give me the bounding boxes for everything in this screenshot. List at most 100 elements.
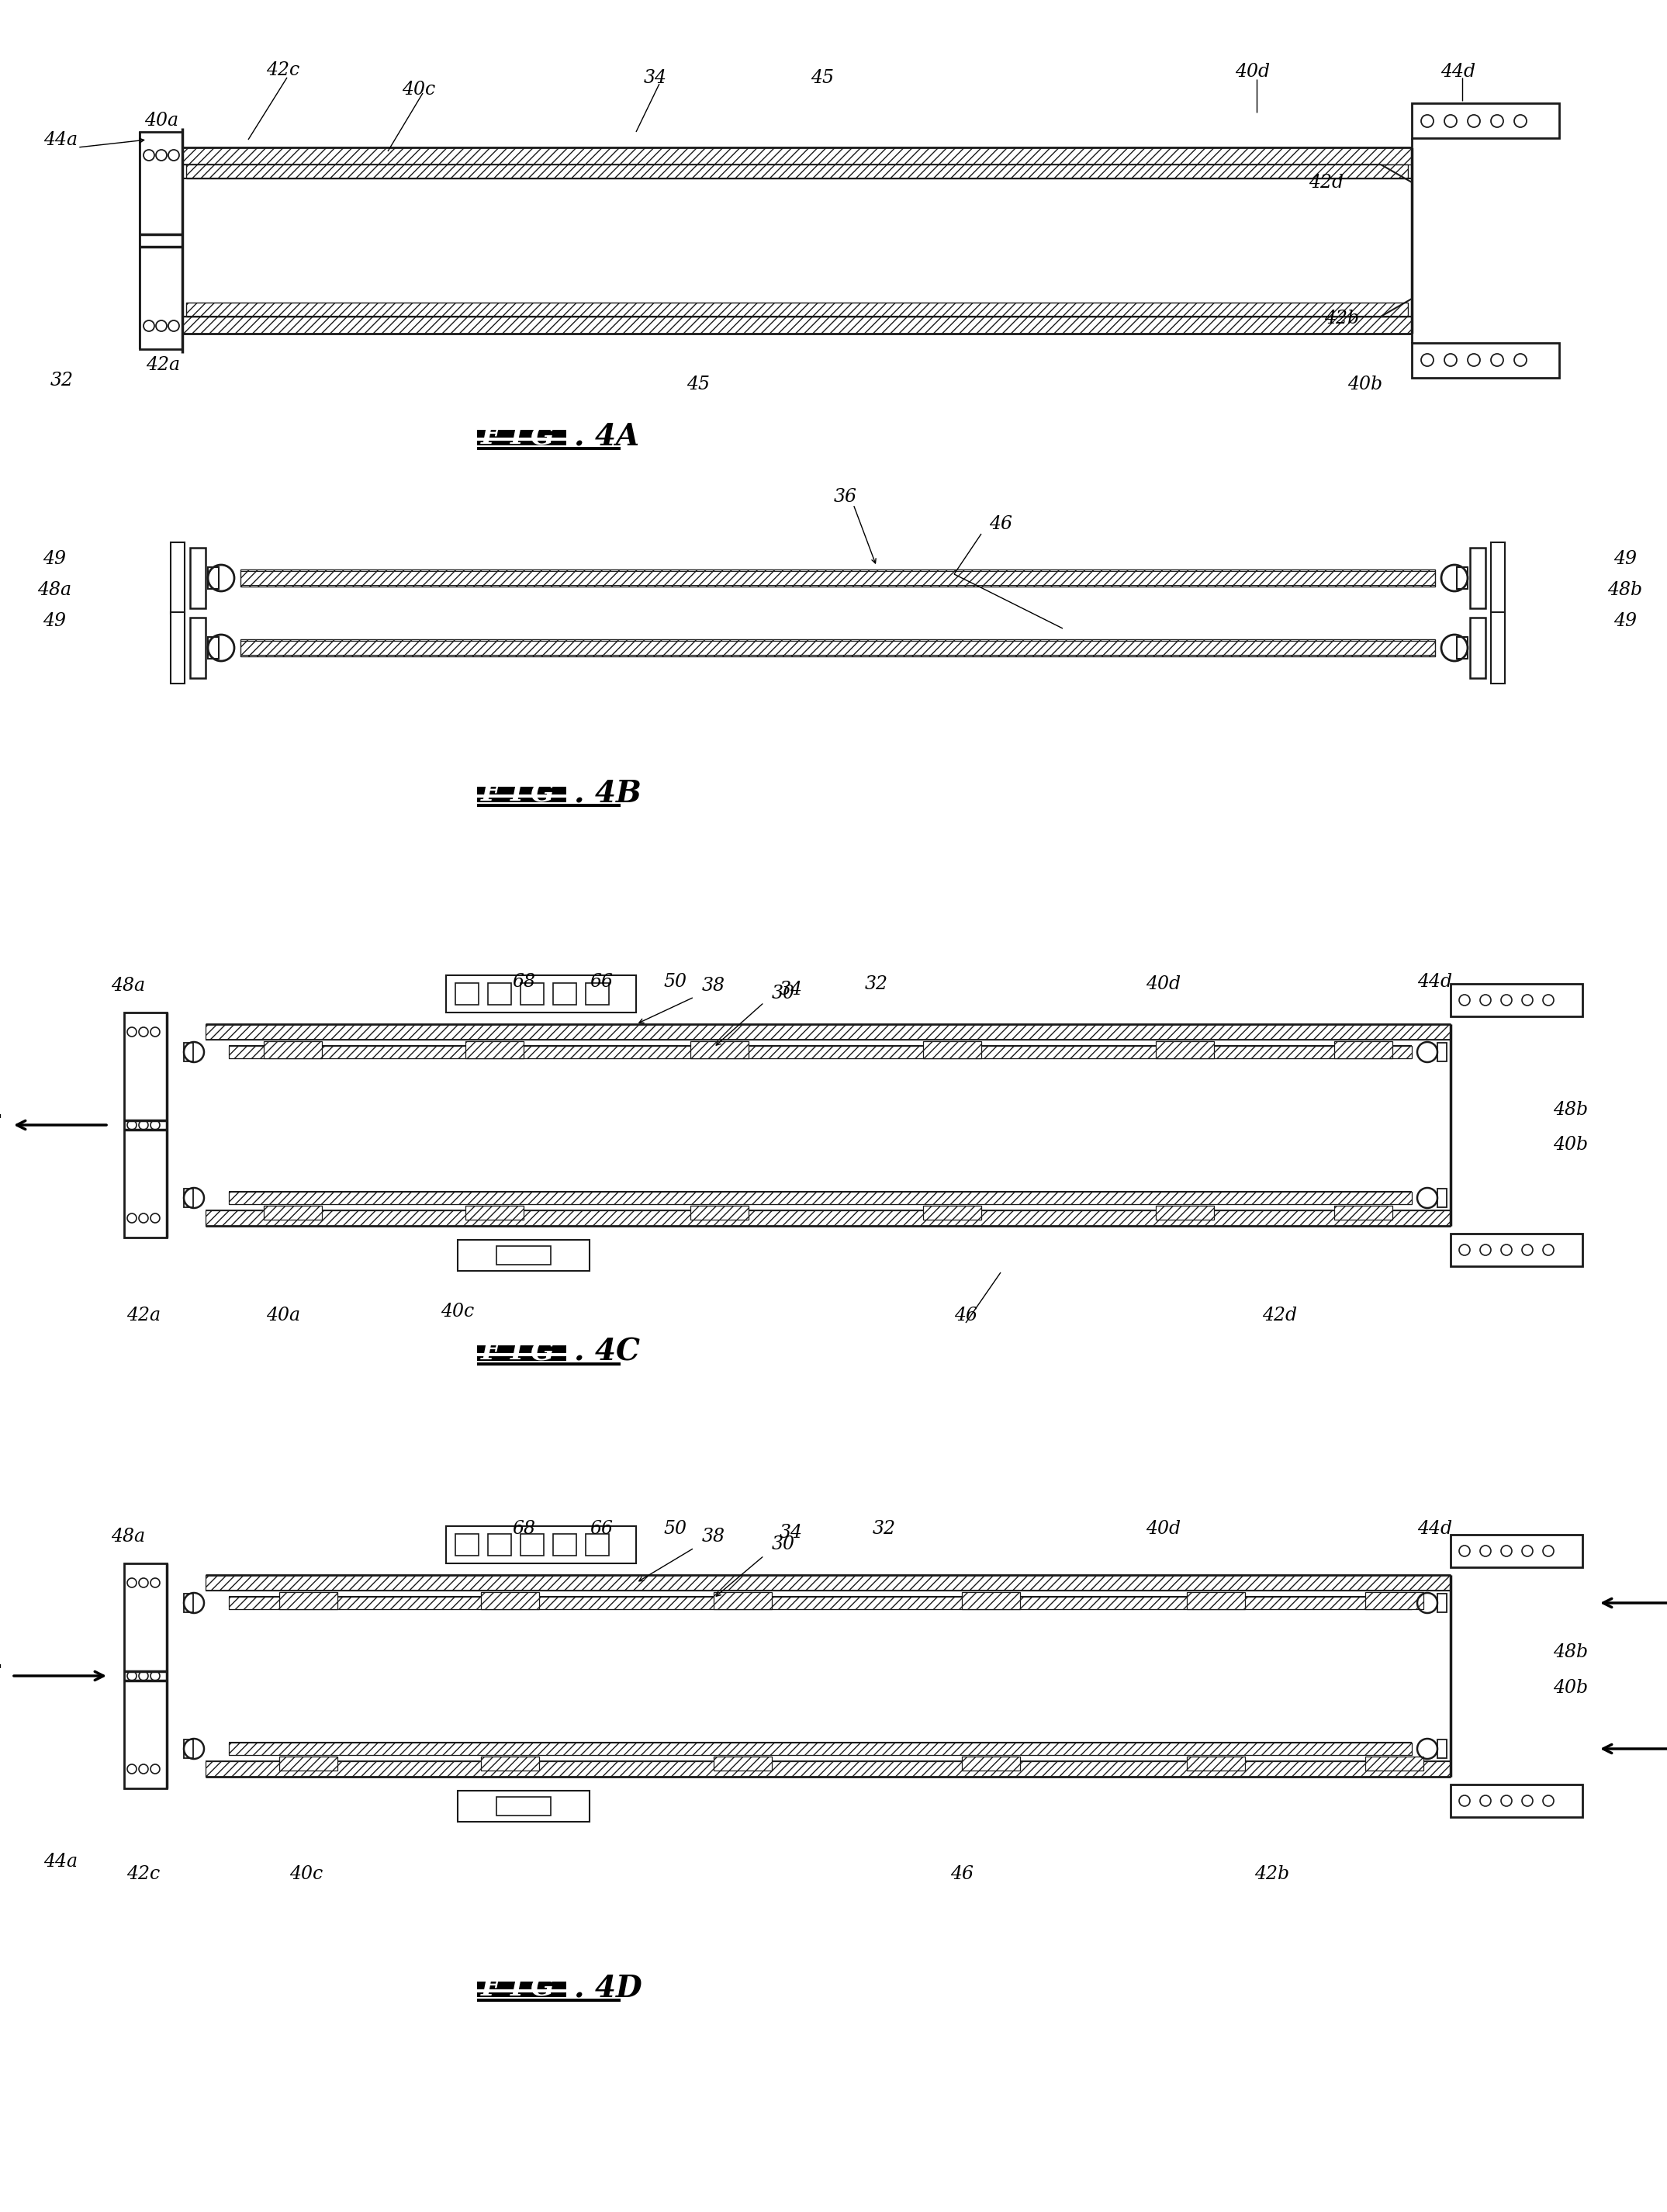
Text: 34: 34 — [643, 69, 667, 86]
Bar — [263, 1042, 322, 1057]
Bar — [140, 133, 182, 349]
Text: 48b: 48b — [1607, 582, 1642, 599]
Text: 68: 68 — [512, 1520, 535, 1537]
Bar — [208, 637, 218, 659]
Text: I: I — [510, 1338, 523, 1365]
Bar — [1365, 1756, 1424, 1770]
Bar — [1490, 542, 1505, 613]
Text: 42b: 42b — [1255, 1865, 1290, 1882]
Text: 40c: 40c — [402, 80, 435, 97]
Bar — [482, 1593, 538, 1608]
Bar — [1490, 613, 1505, 684]
Bar — [1457, 637, 1467, 659]
Text: 50: 50 — [663, 1520, 687, 1537]
Text: 42c: 42c — [127, 1865, 160, 1882]
Bar — [187, 164, 1409, 179]
Text: 48b: 48b — [1554, 1102, 1589, 1119]
Bar — [713, 1756, 772, 1770]
Text: 36: 36 — [834, 487, 857, 507]
Text: 44d: 44d — [1417, 973, 1452, 991]
Bar — [1334, 1042, 1392, 1057]
Text: 45: 45 — [687, 376, 710, 394]
Bar — [205, 1761, 1450, 1776]
Bar — [482, 1756, 538, 1770]
Bar — [488, 1533, 512, 1555]
Bar — [465, 1206, 523, 1219]
Bar — [447, 975, 637, 1013]
Text: 34: 34 — [780, 1524, 803, 1542]
Bar — [465, 1042, 523, 1057]
Bar — [458, 1241, 590, 1272]
Bar — [1437, 1188, 1447, 1208]
Bar — [183, 1593, 193, 1613]
Bar — [187, 179, 1409, 316]
Text: 40d: 40d — [1235, 62, 1270, 80]
Bar — [208, 566, 218, 588]
Text: F: F — [482, 1975, 502, 2002]
Text: G: G — [530, 781, 553, 805]
Bar — [1412, 104, 1559, 137]
Bar — [280, 1756, 337, 1770]
Text: 42a: 42a — [127, 1305, 160, 1325]
Bar — [1437, 1042, 1447, 1062]
Text: 50: 50 — [663, 973, 687, 991]
Bar — [477, 1363, 620, 1365]
Bar — [477, 799, 567, 803]
Bar — [1412, 343, 1559, 378]
Bar — [182, 148, 1412, 164]
Text: 66: 66 — [590, 973, 613, 991]
Text: 48b: 48b — [1554, 1644, 1589, 1661]
Text: G: G — [530, 1975, 553, 2002]
Bar — [477, 803, 620, 807]
Bar — [123, 1013, 167, 1237]
Bar — [690, 1206, 748, 1219]
Text: 48a: 48a — [37, 582, 72, 599]
Text: 40a: 40a — [145, 111, 178, 128]
Bar — [1450, 984, 1582, 1015]
Bar — [182, 316, 1412, 334]
Bar — [690, 1042, 748, 1057]
Bar — [1155, 1042, 1214, 1057]
Text: 49: 49 — [43, 613, 67, 630]
Bar — [1437, 1739, 1447, 1759]
Bar — [477, 440, 567, 445]
Bar — [962, 1756, 1020, 1770]
Text: 68: 68 — [512, 973, 535, 991]
Bar — [1470, 549, 1485, 608]
Bar — [477, 1356, 567, 1360]
Text: 42d: 42d — [1309, 173, 1344, 190]
Bar — [183, 1739, 193, 1759]
Text: 42b: 42b — [1325, 310, 1360, 327]
Bar — [585, 1533, 608, 1555]
Text: 32: 32 — [865, 975, 889, 993]
Text: . 4D: . 4D — [573, 1973, 642, 2002]
Text: . 4B: . 4B — [573, 779, 642, 807]
Text: 40b: 40b — [1554, 1679, 1589, 1697]
Bar — [447, 1526, 637, 1564]
Text: F: F — [482, 1338, 502, 1365]
Text: 40d: 40d — [1147, 1520, 1180, 1537]
Text: 46: 46 — [954, 1305, 977, 1325]
Bar — [962, 1593, 1020, 1608]
Text: 40a: 40a — [267, 1305, 300, 1325]
Text: 32: 32 — [872, 1520, 895, 1537]
Bar — [924, 1206, 982, 1219]
Text: 30: 30 — [772, 984, 795, 1002]
Text: 42a: 42a — [145, 356, 180, 374]
Text: F: F — [482, 781, 502, 805]
Bar — [585, 982, 608, 1004]
Text: G: G — [530, 422, 553, 449]
Text: 40d: 40d — [1147, 975, 1180, 993]
Bar — [170, 542, 185, 613]
Bar — [455, 1533, 478, 1555]
Text: 45: 45 — [810, 69, 834, 86]
Bar — [497, 1796, 550, 1816]
Bar — [458, 1792, 590, 1823]
Text: 42d: 42d — [1262, 1305, 1297, 1325]
Bar — [477, 429, 567, 438]
Text: . 4C: . 4C — [573, 1336, 640, 1367]
Bar — [713, 1593, 772, 1608]
Text: 46: 46 — [950, 1865, 974, 1882]
Text: 49: 49 — [1614, 551, 1637, 568]
Bar — [228, 1743, 1412, 1754]
